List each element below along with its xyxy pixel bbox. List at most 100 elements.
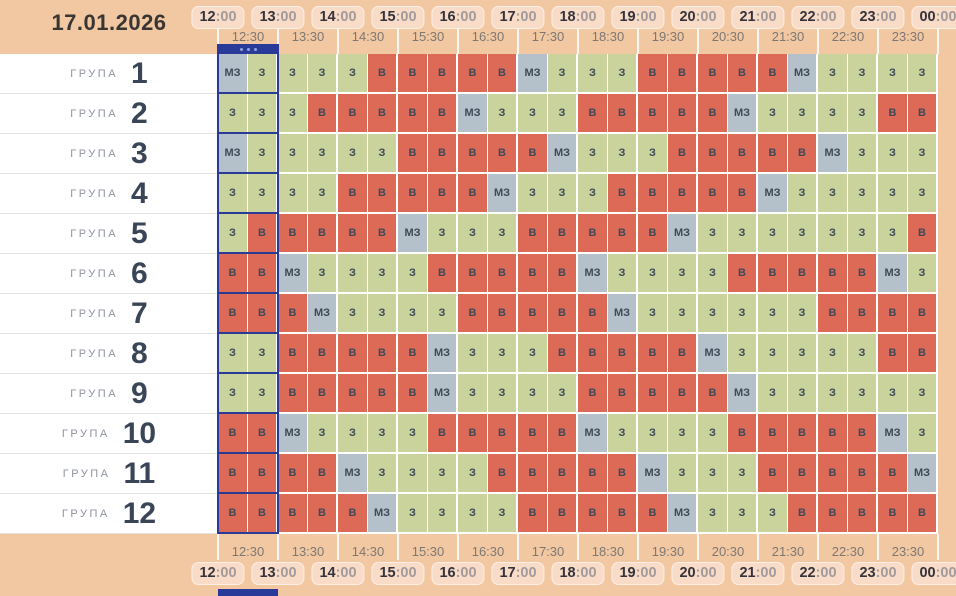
schedule-cell[interactable]: В bbox=[368, 54, 398, 94]
schedule-cell[interactable]: В bbox=[488, 294, 518, 334]
schedule-cell[interactable]: З bbox=[248, 334, 278, 374]
schedule-cell[interactable]: В bbox=[428, 134, 458, 174]
schedule-cell[interactable]: З bbox=[848, 374, 878, 414]
schedule-cell[interactable]: З bbox=[758, 334, 788, 374]
schedule-cell[interactable]: В bbox=[878, 94, 908, 134]
schedule-cell[interactable]: В bbox=[338, 334, 368, 374]
schedule-cell[interactable]: З bbox=[638, 294, 668, 334]
schedule-cell[interactable]: З bbox=[908, 54, 938, 94]
schedule-cell[interactable]: МЗ bbox=[548, 134, 578, 174]
schedule-cell[interactable]: МЗ bbox=[368, 494, 398, 534]
schedule-cell[interactable]: В bbox=[608, 454, 638, 494]
schedule-cell[interactable]: В bbox=[488, 134, 518, 174]
schedule-cell[interactable]: В bbox=[578, 334, 608, 374]
schedule-cell[interactable]: В bbox=[608, 494, 638, 534]
schedule-cell[interactable]: В bbox=[608, 94, 638, 134]
schedule-cell[interactable]: З bbox=[398, 294, 428, 334]
schedule-cell[interactable]: В bbox=[398, 374, 428, 414]
schedule-cell[interactable]: З bbox=[458, 374, 488, 414]
schedule-cell[interactable]: З bbox=[818, 214, 848, 254]
schedule-cell[interactable]: З bbox=[218, 94, 248, 134]
schedule-cell[interactable]: В bbox=[488, 54, 518, 94]
schedule-cell[interactable]: З bbox=[698, 254, 728, 294]
schedule-cell[interactable]: В bbox=[728, 174, 758, 214]
schedule-cell[interactable]: З bbox=[398, 454, 428, 494]
schedule-cell[interactable]: З bbox=[458, 214, 488, 254]
schedule-cell[interactable]: З bbox=[458, 334, 488, 374]
schedule-cell[interactable]: З bbox=[548, 374, 578, 414]
schedule-cell[interactable]: З bbox=[698, 294, 728, 334]
schedule-cell[interactable]: З bbox=[608, 134, 638, 174]
schedule-cell[interactable]: З bbox=[668, 294, 698, 334]
schedule-cell[interactable]: В bbox=[458, 414, 488, 454]
schedule-cell[interactable]: МЗ bbox=[218, 54, 248, 94]
schedule-cell[interactable]: В bbox=[878, 454, 908, 494]
schedule-cell[interactable]: З bbox=[848, 94, 878, 134]
schedule-cell[interactable]: В bbox=[878, 334, 908, 374]
schedule-cell[interactable]: В bbox=[488, 254, 518, 294]
schedule-cell[interactable]: В bbox=[458, 254, 488, 294]
schedule-cell[interactable]: З bbox=[728, 454, 758, 494]
schedule-cell[interactable]: МЗ bbox=[668, 494, 698, 534]
schedule-cell[interactable]: З bbox=[338, 294, 368, 334]
schedule-cell[interactable]: З bbox=[308, 254, 338, 294]
schedule-cell[interactable]: В bbox=[728, 54, 758, 94]
schedule-cell[interactable]: В bbox=[428, 254, 458, 294]
schedule-cell[interactable]: З bbox=[728, 214, 758, 254]
schedule-cell[interactable]: З bbox=[788, 334, 818, 374]
schedule-cell[interactable]: З bbox=[248, 94, 278, 134]
schedule-cell[interactable]: В bbox=[218, 494, 248, 534]
schedule-cell[interactable]: З bbox=[488, 374, 518, 414]
schedule-cell[interactable]: В bbox=[848, 294, 878, 334]
schedule-cell[interactable]: В bbox=[398, 94, 428, 134]
schedule-cell[interactable]: В bbox=[638, 374, 668, 414]
schedule-cell[interactable]: МЗ bbox=[818, 134, 848, 174]
schedule-cell[interactable]: З bbox=[488, 494, 518, 534]
schedule-cell[interactable]: В bbox=[758, 254, 788, 294]
schedule-cell[interactable]: В bbox=[848, 414, 878, 454]
schedule-cell[interactable]: МЗ bbox=[488, 174, 518, 214]
schedule-cell[interactable]: З bbox=[848, 214, 878, 254]
schedule-cell[interactable]: МЗ bbox=[308, 294, 338, 334]
schedule-cell[interactable]: В bbox=[518, 294, 548, 334]
schedule-cell[interactable]: З bbox=[878, 174, 908, 214]
schedule-cell[interactable]: З bbox=[908, 374, 938, 414]
schedule-cell[interactable]: В bbox=[728, 254, 758, 294]
schedule-cell[interactable]: З bbox=[668, 414, 698, 454]
schedule-cell[interactable]: В bbox=[518, 414, 548, 454]
schedule-cell[interactable]: В bbox=[608, 334, 638, 374]
schedule-cell[interactable]: В bbox=[818, 294, 848, 334]
schedule-cell[interactable]: В bbox=[518, 454, 548, 494]
schedule-cell[interactable]: МЗ bbox=[278, 414, 308, 454]
schedule-cell[interactable]: В bbox=[908, 294, 938, 334]
schedule-cell[interactable]: В bbox=[548, 454, 578, 494]
schedule-cell[interactable]: В bbox=[278, 454, 308, 494]
schedule-cell[interactable]: В bbox=[638, 494, 668, 534]
schedule-cell[interactable]: В bbox=[668, 134, 698, 174]
schedule-cell[interactable]: З bbox=[608, 54, 638, 94]
schedule-cell[interactable]: МЗ bbox=[218, 134, 248, 174]
schedule-cell[interactable]: В bbox=[668, 374, 698, 414]
schedule-cell[interactable]: З bbox=[518, 334, 548, 374]
schedule-cell[interactable]: З bbox=[878, 54, 908, 94]
schedule-cell[interactable]: В bbox=[338, 174, 368, 214]
schedule-cell[interactable]: В bbox=[278, 374, 308, 414]
schedule-cell[interactable]: В bbox=[728, 134, 758, 174]
schedule-cell[interactable]: В bbox=[788, 414, 818, 454]
schedule-cell[interactable]: З bbox=[728, 294, 758, 334]
schedule-cell[interactable]: В bbox=[518, 254, 548, 294]
schedule-cell[interactable]: З bbox=[368, 454, 398, 494]
schedule-cell[interactable]: МЗ bbox=[638, 454, 668, 494]
schedule-cell[interactable]: В bbox=[368, 94, 398, 134]
schedule-cell[interactable]: З bbox=[758, 214, 788, 254]
schedule-cell[interactable]: З bbox=[578, 134, 608, 174]
schedule-cell[interactable]: В bbox=[248, 454, 278, 494]
schedule-cell[interactable]: З bbox=[338, 254, 368, 294]
schedule-cell[interactable]: В bbox=[218, 294, 248, 334]
schedule-cell[interactable]: З bbox=[908, 134, 938, 174]
schedule-cell[interactable]: З bbox=[368, 294, 398, 334]
schedule-cell[interactable]: В bbox=[218, 414, 248, 454]
schedule-cell[interactable]: З bbox=[428, 454, 458, 494]
schedule-cell[interactable]: В bbox=[578, 494, 608, 534]
schedule-cell[interactable]: В bbox=[698, 374, 728, 414]
